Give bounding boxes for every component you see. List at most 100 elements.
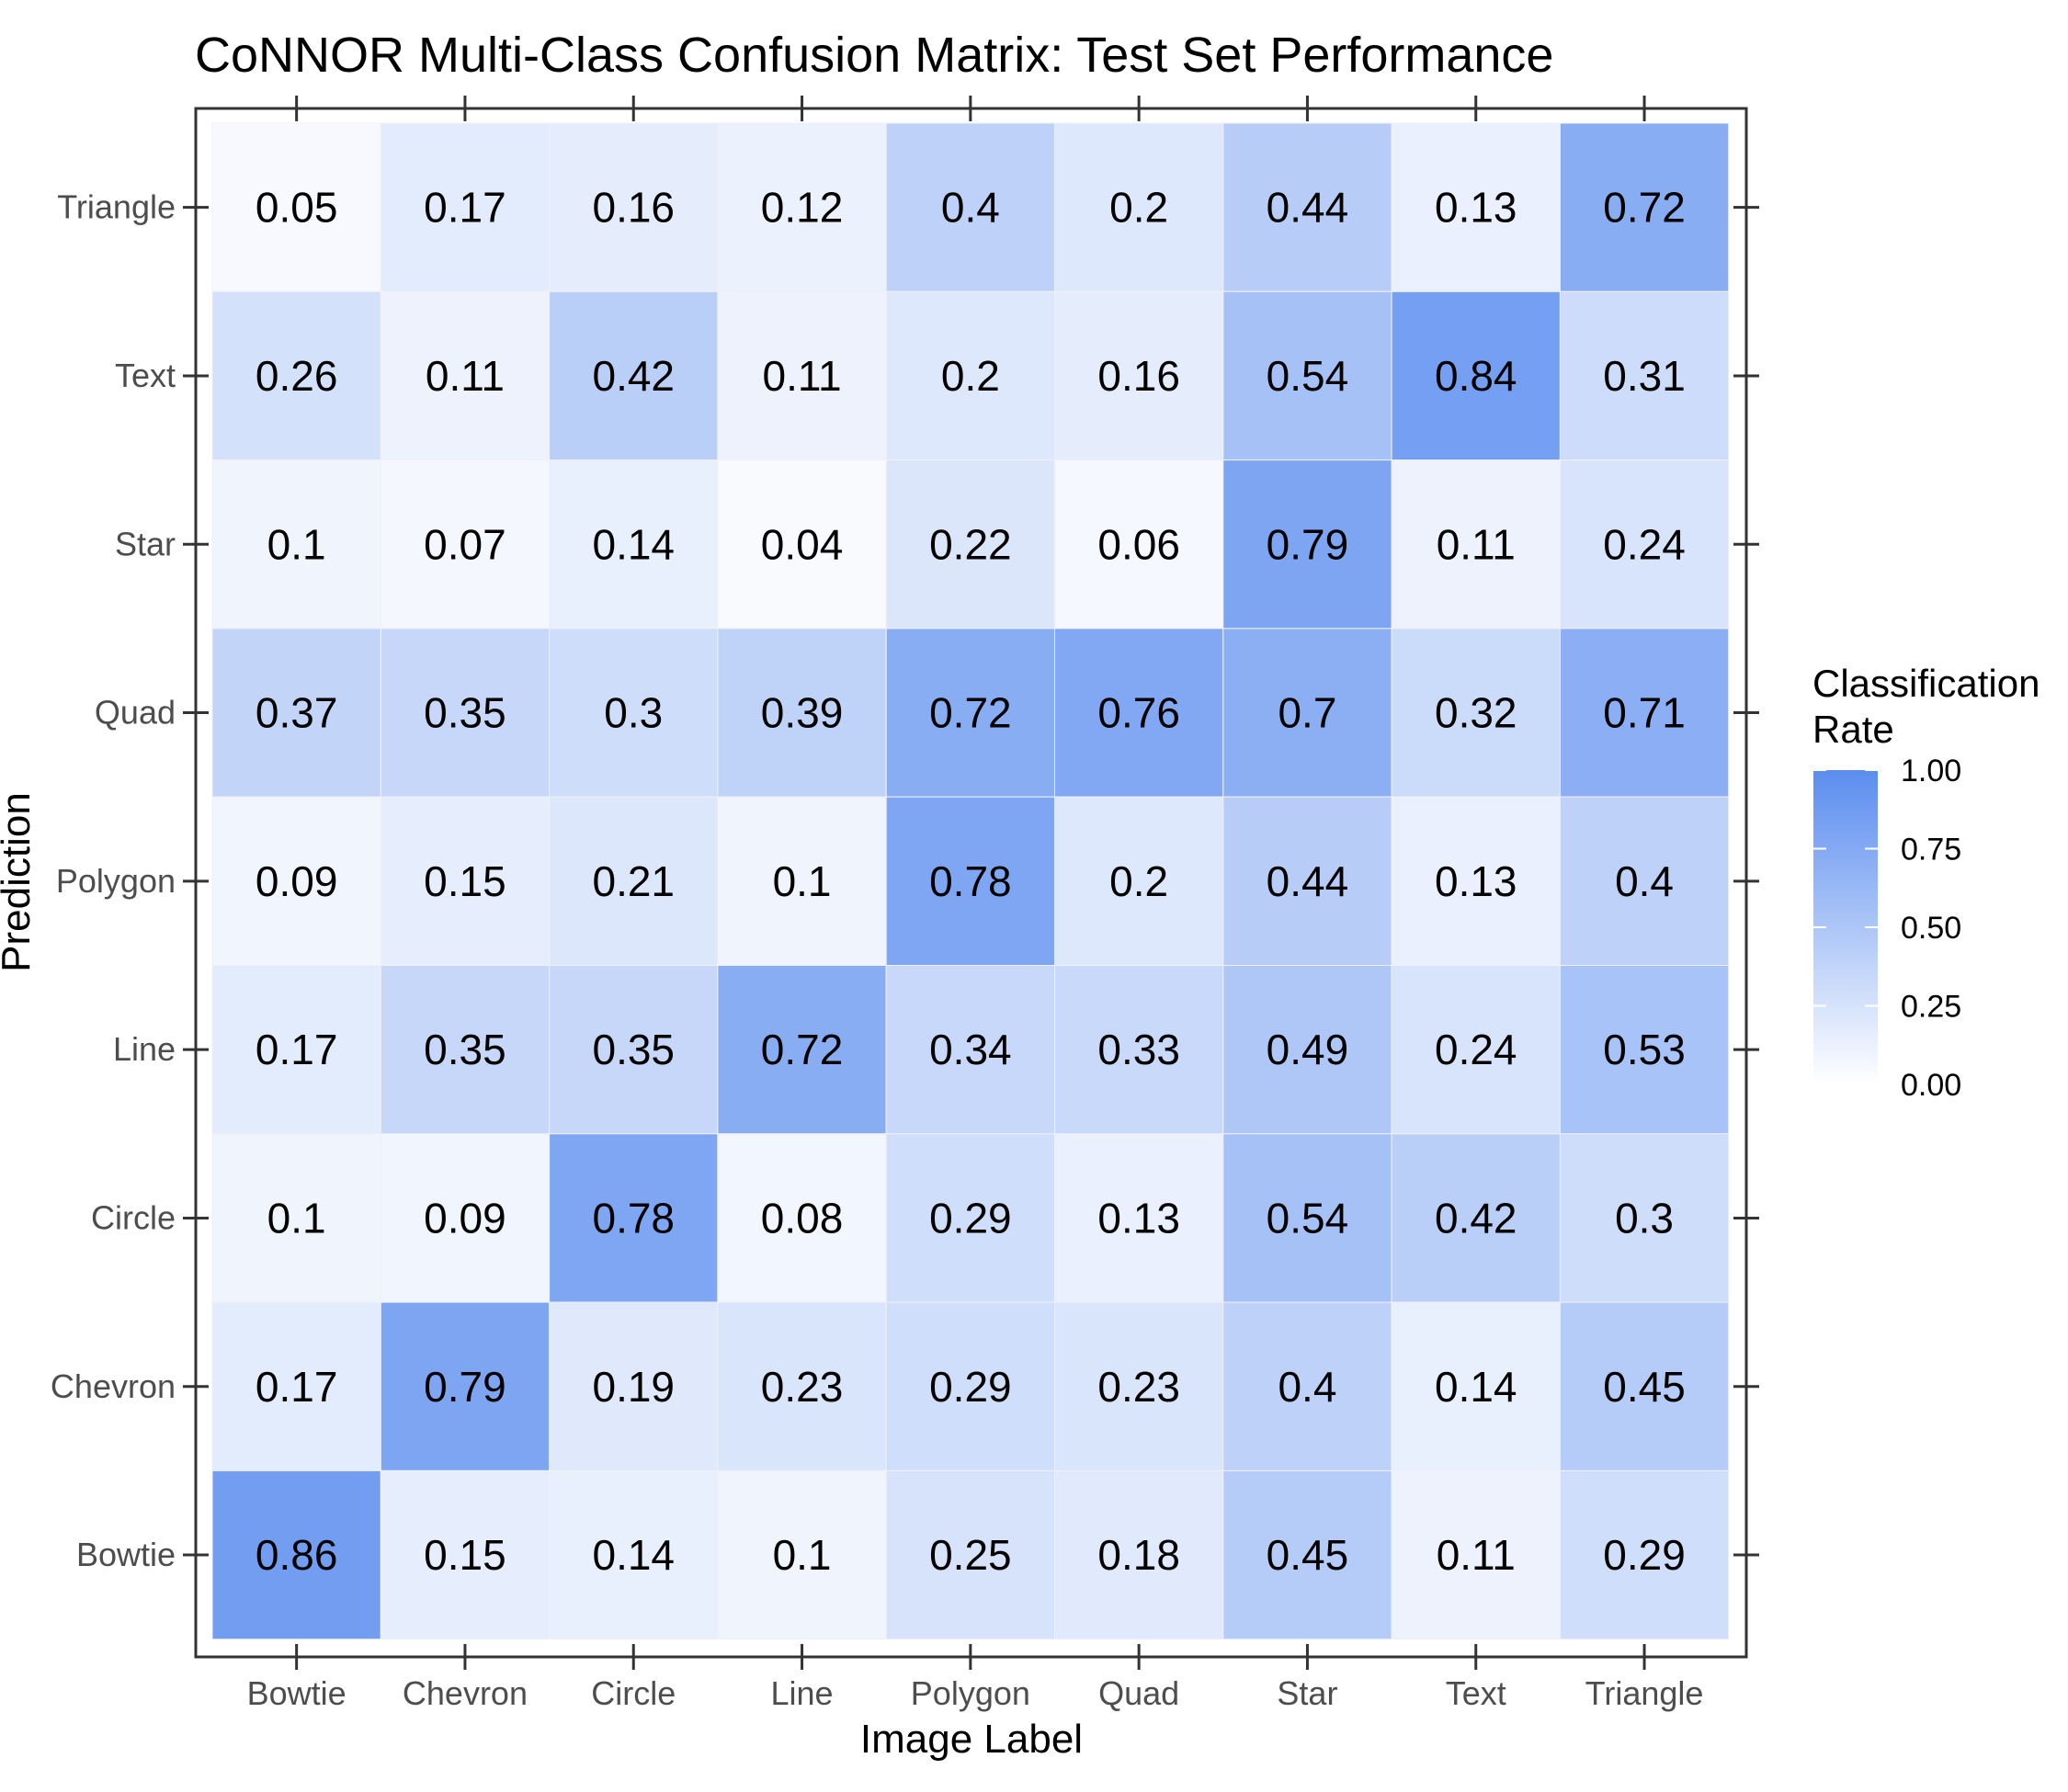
cell-value-label: 0.2 <box>941 352 1000 400</box>
cell-value-label: 0.23 <box>761 1363 844 1411</box>
heatmap-cell <box>717 122 887 292</box>
y-tick-label: Chevron <box>51 1367 176 1405</box>
y-tick-label: Polygon <box>56 862 176 900</box>
x-tick-label: Line <box>771 1674 834 1712</box>
cell-value-label: 0.09 <box>424 1194 506 1242</box>
heatmap-cell <box>1222 459 1392 629</box>
cell-value-label: 0.78 <box>592 1194 675 1242</box>
cell-value-label: 0.22 <box>929 520 1012 568</box>
cell-value-label: 0.78 <box>929 857 1012 905</box>
cell-value-label: 0.26 <box>256 352 338 400</box>
heatmap-cell <box>1391 1301 1561 1471</box>
heatmap-cell <box>1391 628 1561 798</box>
cell-value-label: 0.13 <box>1435 857 1517 905</box>
heatmap-cell <box>211 122 381 292</box>
x-tick-label: Chevron <box>403 1674 528 1712</box>
cell-value-label: 0.14 <box>1435 1363 1517 1411</box>
heatmap-cell <box>885 1469 1056 1640</box>
heatmap-cell <box>549 796 719 967</box>
heatmap-cell <box>885 459 1056 629</box>
heatmap-cell <box>1559 628 1730 798</box>
heatmap-cell <box>717 1469 887 1640</box>
cell-value-label: 0.7 <box>1278 689 1336 737</box>
cell-value-label: 0.09 <box>256 857 338 905</box>
cell-value-label: 0.42 <box>1435 1194 1517 1242</box>
heatmap-cell <box>549 1469 719 1640</box>
cell-value-label: 0.45 <box>1267 1531 1349 1579</box>
cell-value-label: 0.2 <box>1109 857 1168 905</box>
cell-value-label: 0.29 <box>1603 1531 1686 1579</box>
legend-tick-label: 0.25 <box>1901 990 1961 1025</box>
heatmap-cell <box>211 965 381 1135</box>
cell-value-label: 0.49 <box>1267 1026 1349 1073</box>
cell-value-label: 0.17 <box>424 184 506 232</box>
cell-value-label: 0.1 <box>267 520 326 568</box>
cell-value-label: 0.08 <box>761 1194 844 1242</box>
cell-value-label: 0.15 <box>424 857 506 905</box>
heatmap-cell <box>1054 1469 1224 1640</box>
heatmap-cell <box>717 965 887 1135</box>
cell-value-label: 0.72 <box>1603 184 1686 232</box>
cell-value-label: 0.24 <box>1603 520 1686 568</box>
cell-value-label: 0.21 <box>592 857 675 905</box>
heatmap-cell <box>1054 965 1224 1135</box>
heatmap-cell <box>1391 459 1561 629</box>
x-tick-label: Circle <box>591 1674 676 1712</box>
heatmap-cell <box>885 122 1056 292</box>
cell-value-label: 0.11 <box>426 352 505 400</box>
heatmap-cell <box>1054 796 1224 967</box>
cell-value-label: 0.23 <box>1097 1363 1180 1411</box>
cell-value-label: 0.1 <box>773 857 832 905</box>
cell-value-label: 0.17 <box>256 1026 338 1073</box>
cell-value-label: 0.05 <box>256 184 338 232</box>
x-tick-label: Quad <box>1098 1674 1179 1712</box>
cell-value-label: 0.16 <box>592 184 675 232</box>
y-tick-label: Circle <box>91 1198 176 1236</box>
heatmap-cell <box>1391 1133 1561 1303</box>
heatmap-cell <box>549 290 719 461</box>
cell-value-label: 0.84 <box>1435 352 1517 400</box>
heatmap-cell <box>1054 1301 1224 1471</box>
cell-value-label: 0.54 <box>1267 1194 1349 1242</box>
heatmap-cell <box>1559 965 1730 1135</box>
legend-tick-label: 0.75 <box>1901 833 1961 868</box>
cell-value-label: 0.71 <box>1603 689 1686 737</box>
y-tick-label: Star <box>115 525 176 562</box>
cell-value-label: 0.15 <box>424 1531 506 1579</box>
heatmap-cell <box>1559 290 1730 461</box>
heatmap-cell <box>1391 1469 1561 1640</box>
cell-value-label: 0.53 <box>1603 1026 1686 1073</box>
heatmap-panel: 0.05 0.17 0.16 0.12 0.4 0.2 0.44 0.13 0.72 0.26 0.… <box>51 96 1759 1712</box>
cell-value-label: 0.76 <box>1097 689 1180 737</box>
heatmap-cell <box>717 290 887 461</box>
heatmap-cell <box>211 1469 381 1640</box>
cell-value-label: 0.37 <box>256 689 338 737</box>
y-tick-label: Quad <box>95 694 176 732</box>
heatmap-cell <box>1559 459 1730 629</box>
heatmap-cell <box>380 796 551 967</box>
x-tick-label: Polygon <box>911 1674 1030 1712</box>
heatmap-cell <box>717 1301 887 1471</box>
cell-value-label: 0.29 <box>929 1194 1012 1242</box>
cell-value-label: 0.1 <box>267 1194 326 1242</box>
heatmap-cell <box>717 628 887 798</box>
cell-value-label: 0.14 <box>592 1531 675 1579</box>
heatmap-cell <box>380 122 551 292</box>
y-tick-label: Triangle <box>57 188 176 226</box>
heatmap-cell <box>717 459 887 629</box>
heatmap-cell <box>380 628 551 798</box>
cell-value-label: 0.3 <box>604 689 663 737</box>
legend-tick-label: 0.50 <box>1901 911 1961 946</box>
heatmap-cell <box>211 459 381 629</box>
x-axis-title: Image Label <box>860 1717 1083 1762</box>
heatmap-cell <box>885 1301 1056 1471</box>
heatmap-cell <box>380 1469 551 1640</box>
heatmap-cell <box>1054 290 1224 461</box>
cell-value-label: 0.4 <box>941 184 1000 232</box>
cell-value-label: 0.86 <box>256 1531 338 1579</box>
cell-value-label: 0.11 <box>762 352 841 400</box>
cell-value-label: 0.17 <box>256 1363 338 1411</box>
heatmap-cell <box>1391 796 1561 967</box>
